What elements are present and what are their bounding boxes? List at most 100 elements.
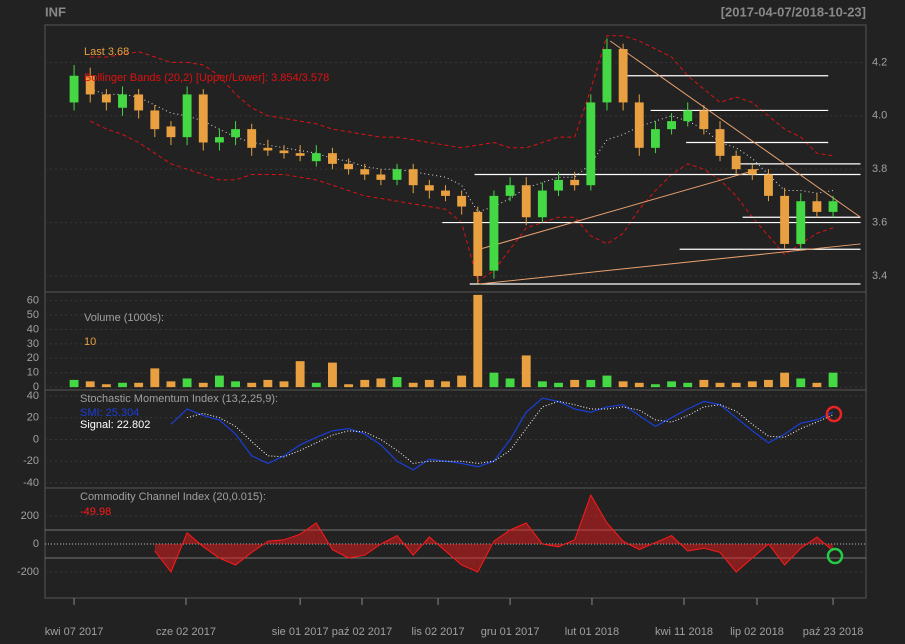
x-tick-label: sie 01 2017: [272, 626, 329, 638]
bb-label: Bollinger Bands (20,2) [Upper/Lower]: 3.…: [84, 72, 329, 84]
candle-body: [747, 169, 757, 175]
candle-body: [101, 94, 111, 103]
volume-bar: [360, 379, 370, 388]
chart-title: INF: [45, 4, 66, 19]
candle-body: [311, 153, 321, 162]
y-tick-label: -200: [17, 566, 39, 578]
volume-bar: [489, 372, 499, 388]
x-tick-label: lut 01 2018: [565, 626, 619, 638]
candle-body: [360, 169, 370, 175]
volume-bar: [279, 381, 289, 388]
last-label: Last 3.68: [84, 46, 129, 58]
candle-body: [295, 153, 305, 156]
smi-label: Stochastic Momentum Index (13,2,25,9):: [80, 393, 278, 405]
volume-bar: [796, 378, 806, 388]
volume-bar: [118, 382, 127, 388]
y-tick-label: 20: [27, 352, 39, 364]
volume-bar: [570, 379, 580, 388]
candle-body: [85, 75, 95, 95]
volume-label: Volume (1000s):: [84, 312, 164, 324]
legend-entry: Signal: 22.802: [80, 419, 150, 431]
y-tick-label: 0: [33, 433, 39, 445]
candle-body: [537, 190, 547, 218]
cci-fill: [736, 543, 753, 572]
candle-body: [134, 94, 144, 111]
volume-bar: [69, 379, 79, 388]
candle-body: [764, 174, 773, 196]
y-tick-label: 20: [27, 412, 39, 424]
cci-fill: [348, 543, 365, 558]
candle-body: [392, 169, 402, 180]
cci-fill: [493, 529, 511, 544]
volume-bar: [764, 379, 773, 388]
candle-body: [344, 163, 354, 170]
trend-line: [479, 168, 759, 250]
candle-body: [231, 129, 240, 138]
y-tick-label: 200: [21, 510, 39, 522]
volume-bar: [780, 372, 790, 388]
candle-body: [263, 147, 273, 151]
cci-fill: [461, 543, 478, 572]
candle-body: [812, 201, 822, 212]
volume-bar: [166, 381, 176, 388]
bb-mid: [90, 88, 834, 213]
cci-fill: [300, 522, 317, 544]
candle-body: [634, 102, 644, 148]
cci-line: [154, 493, 834, 573]
cci-last: -49.98: [80, 506, 111, 518]
candle-body: [731, 155, 741, 170]
volume-bar: [392, 377, 402, 388]
cci-fill: [445, 543, 462, 565]
candle-body: [570, 179, 580, 186]
candle-body: [780, 195, 790, 244]
x-tick-label: lis 02 2017: [411, 626, 464, 638]
volume-bar: [328, 362, 337, 388]
volume-bar: [150, 368, 160, 388]
candle-body: [182, 94, 192, 138]
candle-body: [505, 185, 515, 196]
cci-fill: [284, 534, 301, 544]
candle-body: [554, 179, 563, 191]
volume-bar: [457, 375, 467, 388]
cci-fill: [703, 543, 721, 553]
volume-bar: [715, 382, 725, 388]
volume-bar: [683, 382, 693, 388]
volume-bar: [747, 381, 757, 388]
x-tick-label: cze 02 2017: [156, 626, 216, 638]
volume-bar: [554, 382, 563, 388]
panel-frames: [44, 24, 867, 599]
candle-body: [69, 75, 79, 103]
candle-body: [328, 153, 337, 164]
candle-body: [683, 110, 693, 122]
volume-bar: [263, 379, 273, 388]
cci-fill: [720, 543, 737, 572]
y-tick-label: 50: [27, 309, 39, 321]
volume-bar: [812, 382, 822, 388]
candle-body: [521, 185, 531, 218]
volume-bar: [586, 379, 596, 388]
candle-body: [118, 94, 127, 108]
candle-body: [618, 49, 628, 103]
volume-bar: [85, 381, 95, 388]
bb-upper: [90, 35, 834, 157]
candle-body: [650, 129, 660, 148]
y-tick-label: 3.8: [872, 163, 887, 175]
candle-body: [828, 201, 838, 212]
highlight-circle: [826, 547, 844, 565]
highlight-circle: [825, 405, 843, 423]
candle-body: [198, 94, 208, 143]
x-tick-label: kwi 07 2017: [45, 626, 104, 638]
y-tick-label: -40: [23, 477, 39, 489]
chart-subtitle: [2017-04-07/2018-10-23]: [721, 4, 866, 19]
volume-bar: [602, 375, 612, 388]
y-tick-label: 3.4: [872, 270, 887, 282]
volume-bar: [376, 378, 386, 388]
candle-body: [602, 49, 612, 103]
cci-fill: [784, 543, 801, 565]
volume-bar: [521, 355, 531, 388]
volume-bar: [247, 382, 257, 388]
candle-body: [586, 102, 596, 186]
y-tick-label: 0: [33, 538, 39, 550]
candle-body: [441, 190, 450, 196]
candle-body: [408, 169, 418, 186]
